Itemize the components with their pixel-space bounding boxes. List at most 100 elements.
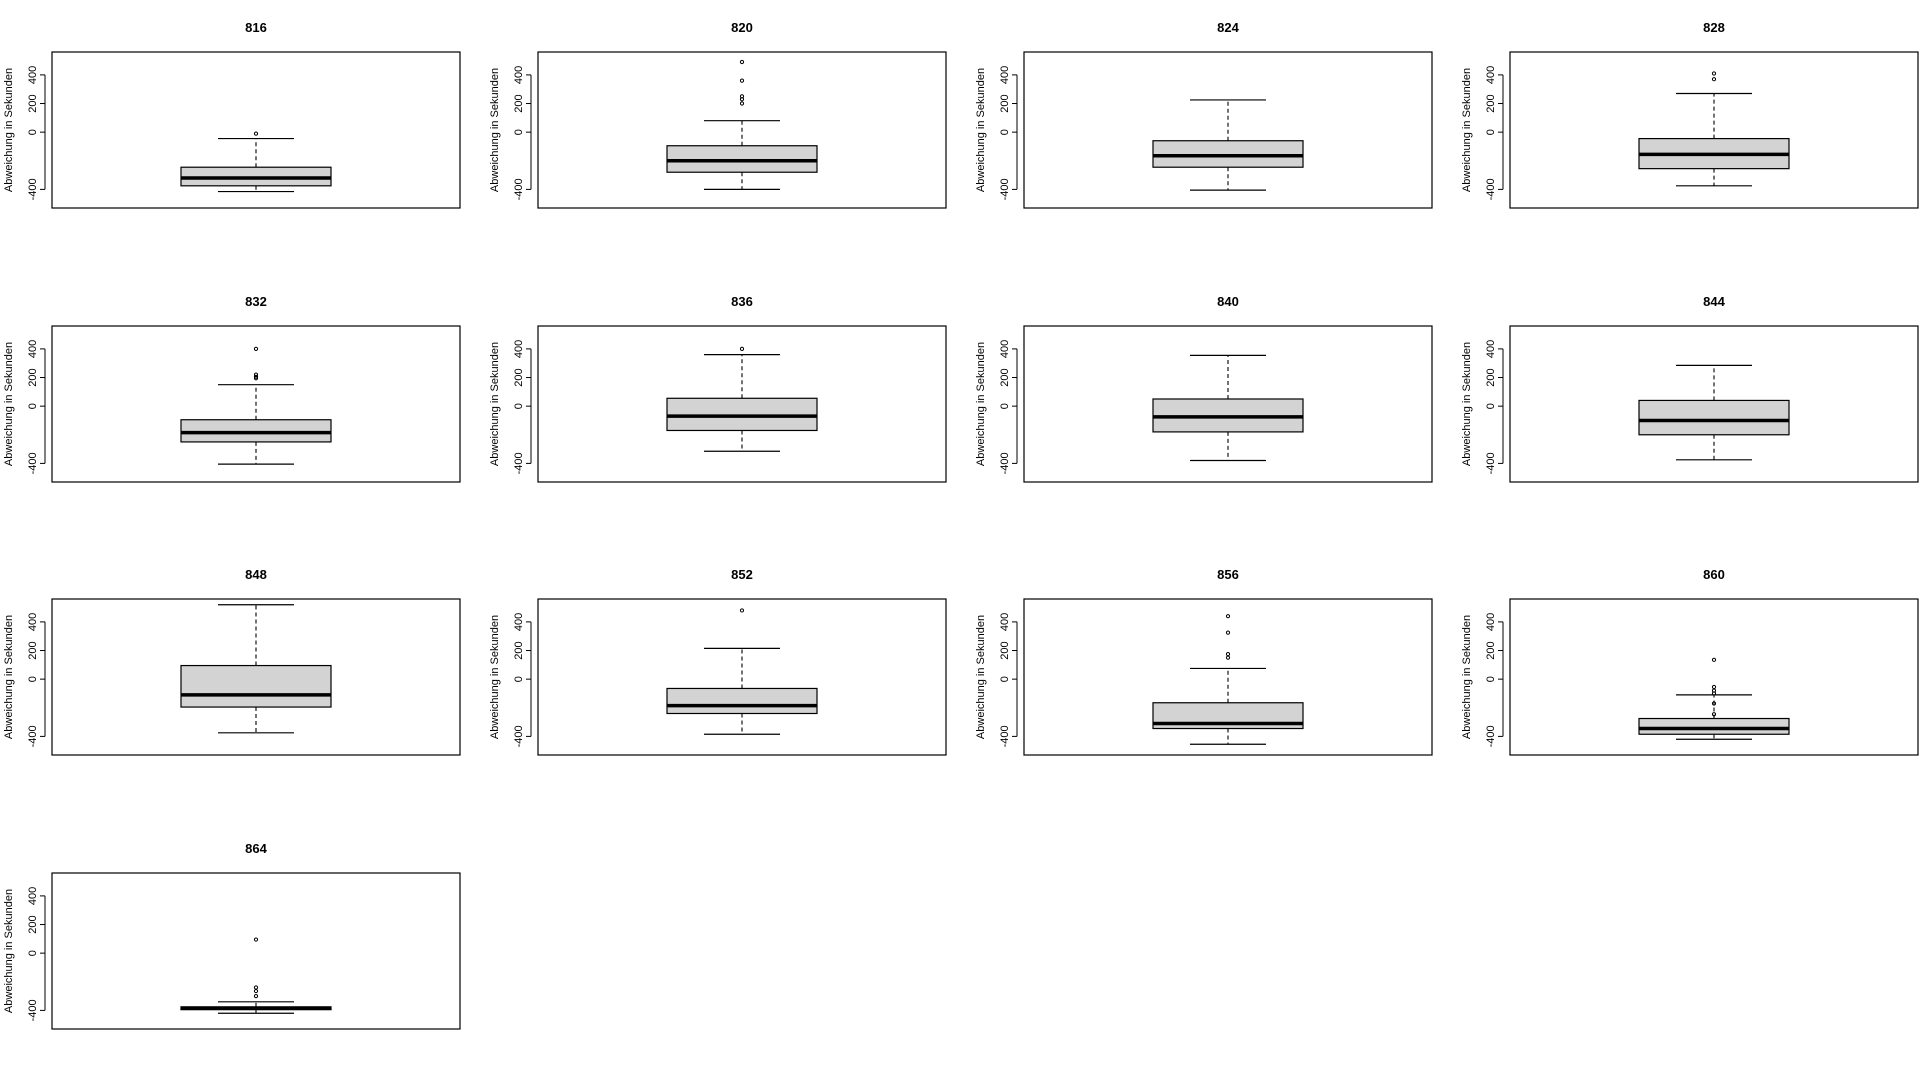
y-axis-label: Abweichung in Sekunden [1461, 68, 1473, 192]
y-tick-label: 400 [27, 66, 39, 84]
y-tick-label: 0 [27, 676, 39, 682]
plot-frame [537, 598, 947, 756]
iqr-box [180, 419, 332, 443]
outlier-point [1711, 691, 1717, 696]
iqr-box [180, 664, 332, 708]
outlier-point [253, 993, 259, 999]
y-tick-label: 400 [999, 66, 1011, 84]
y-tick-label: 200 [27, 94, 39, 112]
panel-title: 864 [245, 841, 267, 856]
y-tick-label: 0 [513, 403, 525, 409]
panel-title: 832 [245, 294, 267, 309]
boxplot-panel-840: 840 -400 0 200 400 Abweichung in Sekunden [975, 294, 1433, 483]
outlier-point [1225, 630, 1231, 635]
y-tick-label: 400 [513, 340, 525, 358]
panel-title: 856 [1217, 567, 1239, 582]
y-tick-label: 400 [27, 887, 39, 905]
boxplot-panel-816: 816 -400 0 200 400 Abweichung in Sekunden [3, 20, 461, 209]
plot-frame [1509, 598, 1919, 756]
iqr-box [666, 145, 818, 173]
boxplot-panel-824: 824 -400 0 200 400 Abweichung in Sekunden [975, 20, 1433, 209]
y-tick-label: 400 [27, 340, 39, 358]
plot-frame [1023, 51, 1433, 209]
iqr-box [666, 397, 818, 432]
outlier-point [1225, 614, 1231, 619]
y-axis-label: Abweichung in Sekunden [975, 615, 987, 739]
boxplot-panel-836: 836 -400 0 200 400 Abweichung in Sekunden [489, 294, 947, 483]
boxplot-panel-864: 864 -400 0 200 400 Abweichung in Sekunden [3, 841, 461, 1030]
panel-title: 860 [1703, 567, 1725, 582]
panel-title: 828 [1703, 20, 1725, 35]
y-axis-label: Abweichung in Sekunden [489, 342, 501, 466]
plot-frame [1023, 598, 1433, 756]
outlier-point [253, 131, 259, 136]
y-tick-label: 200 [999, 368, 1011, 386]
plot-frame [51, 325, 461, 483]
panel-title: 848 [245, 567, 267, 582]
y-tick-label: 0 [513, 129, 525, 135]
outlier-point [253, 985, 259, 990]
y-tick-label: -400 [27, 452, 39, 474]
y-tick-label: 200 [999, 641, 1011, 659]
panel-title: 852 [731, 567, 753, 582]
outlier-point [253, 346, 259, 351]
y-axis-label: Abweichung in Sekunden [3, 68, 15, 192]
outlier-point [1711, 77, 1717, 82]
panel-title: 820 [731, 20, 753, 35]
outlier-point [1711, 71, 1717, 76]
y-tick-label: 400 [999, 613, 1011, 631]
outlier-point [739, 608, 745, 613]
y-tick-label: 400 [513, 66, 525, 84]
y-tick-label: 400 [999, 340, 1011, 358]
y-axis-label: Abweichung in Sekunden [3, 615, 15, 739]
y-tick-label: 0 [999, 676, 1011, 682]
outlier-point [253, 937, 259, 942]
iqr-box [1638, 717, 1790, 735]
y-axis-label: Abweichung in Sekunden [975, 342, 987, 466]
y-tick-label: 200 [27, 915, 39, 933]
outlier-point [739, 346, 745, 351]
y-tick-label: 400 [1485, 66, 1497, 84]
panel-title: 816 [245, 20, 267, 35]
y-axis-label: Abweichung in Sekunden [1461, 342, 1473, 466]
boxplot-panel-828: 828 -400 0 200 400 Abweichung in Sekunden [1461, 20, 1919, 209]
outlier-point [739, 101, 745, 106]
iqr-box [1152, 140, 1304, 168]
y-tick-label: 0 [513, 676, 525, 682]
y-tick-label: -400 [513, 725, 525, 747]
y-tick-label: -400 [1485, 452, 1497, 474]
outlier-point [739, 59, 745, 65]
y-tick-label: -400 [999, 452, 1011, 474]
outlier-point [739, 94, 745, 99]
y-tick-label: -400 [1485, 178, 1497, 200]
plot-frame [1509, 51, 1919, 209]
y-tick-label: 0 [27, 403, 39, 409]
y-tick-label: -400 [1485, 725, 1497, 747]
outlier-point [253, 374, 259, 379]
y-tick-label: -400 [513, 178, 525, 200]
outlier-point [1225, 655, 1231, 660]
y-tick-label: 0 [27, 129, 39, 135]
boxplot-panel-856: 856 -400 0 200 400 Abweichung in Sekunden [975, 567, 1433, 756]
panel-title: 840 [1217, 294, 1239, 309]
y-tick-label: 200 [27, 641, 39, 659]
plot-frame [1509, 325, 1919, 483]
y-tick-label: 200 [1485, 368, 1497, 386]
panel-title: 824 [1217, 20, 1239, 35]
y-axis-label: Abweichung in Sekunden [3, 342, 15, 466]
boxplot-panel-852: 852 -400 0 200 400 Abweichung in Sekunden [489, 567, 947, 756]
panel-title: 844 [1703, 294, 1725, 309]
y-tick-label: -400 [27, 178, 39, 200]
plot-frame [51, 598, 461, 756]
y-axis-label: Abweichung in Sekunden [489, 615, 501, 739]
boxplot-panel-832: 832 -400 0 200 400 Abweichung in Sekunden [3, 294, 461, 483]
outlier-point [1711, 712, 1717, 717]
y-tick-label: -400 [999, 725, 1011, 747]
y-tick-label: 200 [999, 94, 1011, 112]
boxplot-panel-844: 844 -400 0 200 400 Abweichung in Sekunden [1461, 294, 1919, 483]
y-tick-label: 400 [1485, 340, 1497, 358]
panel-title: 836 [731, 294, 753, 309]
y-tick-label: 400 [513, 613, 525, 631]
plot-frame [537, 325, 947, 483]
